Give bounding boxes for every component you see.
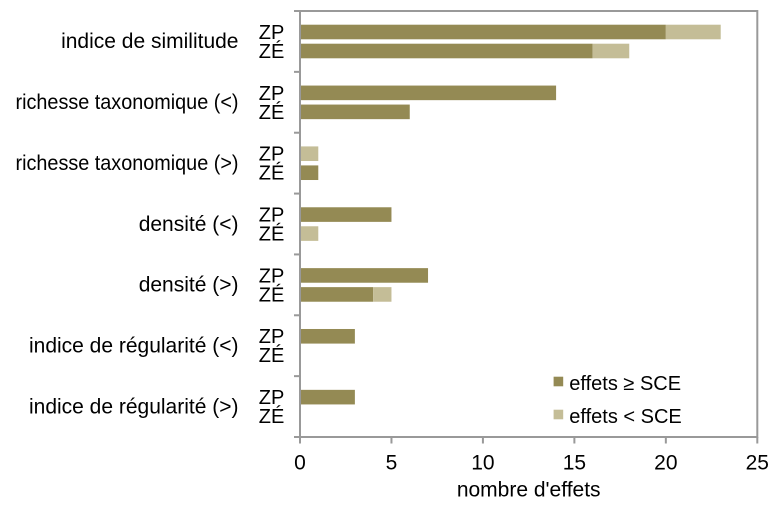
svg-text:25: 25	[746, 452, 769, 475]
svg-text:15: 15	[563, 452, 586, 475]
svg-text:ZÉ: ZÉ	[259, 40, 285, 63]
svg-text:20: 20	[654, 452, 677, 475]
svg-text:ZP: ZP	[259, 204, 285, 226]
svg-text:indice de similitude: indice de similitude	[61, 30, 238, 53]
svg-text:ZP: ZP	[259, 387, 285, 409]
svg-text:effets < SCE: effets < SCE	[569, 406, 681, 428]
svg-text:ZÉ: ZÉ	[259, 344, 285, 367]
svg-text:ZÉ: ZÉ	[259, 162, 285, 185]
svg-text:ZP: ZP	[259, 83, 285, 105]
svg-text:ZÉ: ZÉ	[259, 283, 285, 306]
svg-text:densité (>): densité (>)	[139, 274, 239, 297]
svg-text:ZP: ZP	[259, 22, 285, 44]
svg-text:ZP: ZP	[259, 326, 285, 348]
svg-text:richesse taxonomique (<): richesse taxonomique (<)	[16, 91, 239, 114]
svg-text:indice de régularité (>): indice de régularité (>)	[29, 395, 239, 418]
svg-text:ZÉ: ZÉ	[259, 405, 285, 428]
svg-text:ZÉ: ZÉ	[259, 222, 285, 245]
svg-text:effets ≥ SCE: effets ≥ SCE	[569, 373, 681, 395]
svg-text:indice de régularité (<): indice de régularité (<)	[29, 334, 239, 357]
svg-text:0: 0	[294, 452, 306, 475]
svg-text:ZP: ZP	[259, 265, 285, 287]
svg-text:richesse taxonomique (>): richesse taxonomique (>)	[16, 152, 239, 175]
svg-text:10: 10	[471, 452, 494, 475]
svg-text:densité (<): densité (<)	[139, 213, 239, 236]
svg-text:5: 5	[386, 452, 398, 475]
svg-text:ZP: ZP	[259, 144, 285, 166]
svg-text:nombre d'effets: nombre d'effets	[457, 478, 601, 501]
svg-text:ZÉ: ZÉ	[259, 101, 285, 124]
